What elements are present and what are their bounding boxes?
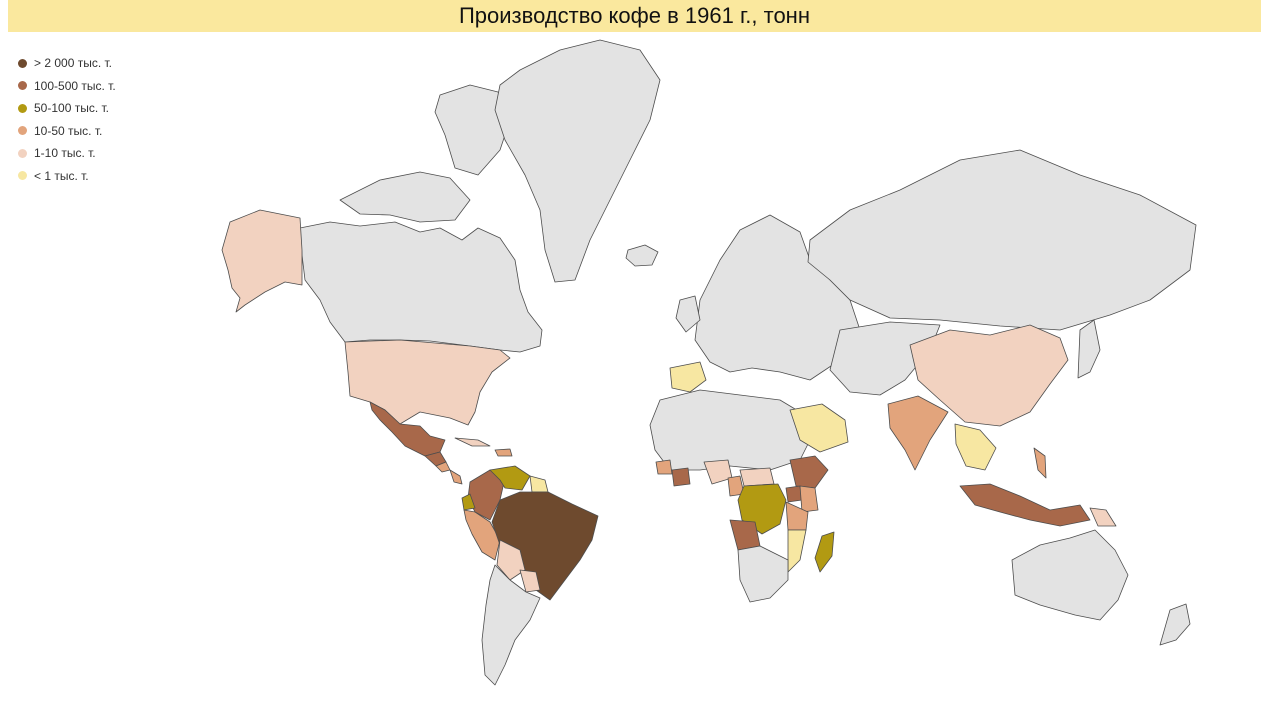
argentina-chile[interactable] (481, 564, 541, 686)
legend-item: < 1 тыс. т. (18, 165, 116, 188)
australia[interactable] (1011, 529, 1129, 621)
iceland[interactable] (625, 244, 659, 267)
southern-africa[interactable] (737, 545, 789, 603)
ivory-coast[interactable] (671, 467, 691, 487)
saudi-arabia[interactable] (789, 403, 849, 453)
legend-dot (18, 58, 27, 68)
legend-label: 1-10 тыс. т. (34, 146, 96, 161)
map-title: Производство кофе в 1961 г., тонн (458, 3, 810, 28)
madagascar[interactable] (814, 531, 835, 573)
legend-item: 1-10 тыс. т. (18, 142, 116, 165)
guinea[interactable] (655, 459, 673, 475)
legend-item: > 2 000 тыс. т. (18, 52, 116, 75)
legend-dot (18, 126, 27, 136)
united-states[interactable] (344, 339, 511, 426)
guyana[interactable] (529, 475, 549, 493)
legend-dot (18, 171, 27, 181)
costa-rica[interactable] (449, 469, 463, 485)
bolivia[interactable] (496, 539, 526, 581)
greenland[interactable] (494, 39, 661, 283)
russia[interactable] (807, 149, 1197, 331)
north-africa[interactable] (649, 389, 811, 471)
uk[interactable] (675, 295, 701, 333)
legend-label: > 2 000 тыс. т. (34, 56, 112, 71)
india[interactable] (887, 395, 949, 471)
legend-dot (18, 81, 27, 91)
new-zealand[interactable] (1159, 603, 1191, 646)
alaska[interactable] (221, 209, 303, 313)
legend: > 2 000 тыс. т. 100-500 тыс. т. 50-100 тыс… (18, 52, 116, 187)
land-layer (221, 39, 1197, 686)
papua-new-guinea[interactable] (1089, 507, 1117, 527)
peru[interactable] (463, 509, 501, 561)
paraguay[interactable] (519, 569, 541, 593)
ecuador[interactable] (461, 493, 476, 511)
japan[interactable] (1077, 319, 1101, 379)
legend-dot (18, 148, 27, 158)
central-african-republic[interactable] (739, 467, 775, 487)
legend-label: 10-50 тыс. т. (34, 123, 103, 138)
venezuela[interactable] (489, 465, 531, 491)
uganda[interactable] (785, 485, 803, 503)
china[interactable] (909, 324, 1069, 427)
legend-item: 10-50 тыс. т. (18, 120, 116, 143)
legend-label: 100-500 тыс. т. (34, 78, 116, 93)
baffin-island[interactable] (434, 84, 511, 176)
kenya[interactable] (799, 485, 819, 513)
mozambique[interactable] (787, 529, 807, 573)
legend-item: 50-100 тыс. т. (18, 97, 116, 120)
ethiopia[interactable] (789, 455, 829, 489)
indonesia[interactable] (959, 483, 1091, 527)
cuba[interactable] (454, 437, 491, 447)
legend-item: 100-500 тыс. т. (18, 75, 116, 98)
canada-islands[interactable] (339, 171, 471, 223)
dominican-republic[interactable] (494, 448, 513, 457)
legend-label: < 1 тыс. т. (34, 168, 89, 183)
thailand[interactable] (954, 423, 997, 471)
central-asia[interactable] (829, 321, 941, 396)
spain[interactable] (669, 361, 707, 393)
nigeria[interactable] (703, 459, 733, 485)
philippines[interactable] (1033, 447, 1047, 479)
legend-dot (18, 103, 27, 113)
angola[interactable] (729, 519, 761, 551)
title-bar: Производство кофе в 1961 г., тонн (8, 0, 1261, 32)
country-canada[interactable] (299, 221, 543, 353)
legend-label: 50-100 тыс. т. (34, 101, 109, 116)
